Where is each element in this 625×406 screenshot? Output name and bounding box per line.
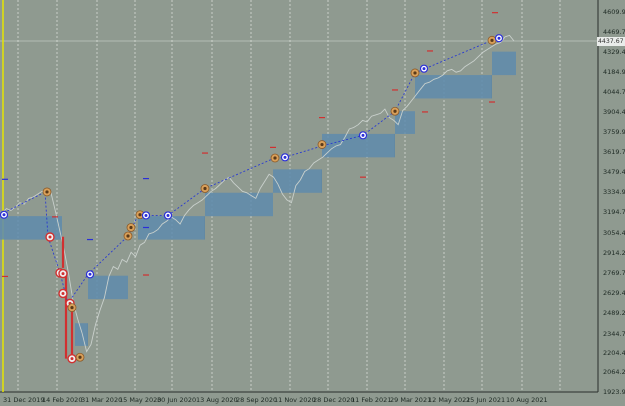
x-tick-label: 12 May 2021 — [428, 396, 471, 404]
x-tick-label: 25 Jun 2021 — [466, 396, 506, 404]
buy-marker-dot — [88, 272, 92, 276]
y-tick-label: 4469.70 — [603, 28, 625, 36]
sell-marker-dot — [61, 272, 65, 276]
y-tick-label: 4329.45 — [603, 48, 625, 56]
x-tick-label: 30 Jun 2020 — [157, 396, 197, 404]
buy-marker-dot — [144, 213, 148, 217]
zone-block — [205, 192, 273, 217]
signal-marker-dot — [273, 156, 277, 160]
y-tick-label: 4184.95 — [603, 68, 625, 76]
y-tick-label: 3619.70 — [603, 148, 625, 156]
signal-marker-dot — [413, 71, 417, 75]
sell-marker-dot — [70, 357, 74, 361]
zone-block — [415, 75, 492, 99]
price-series-line — [1, 34, 515, 353]
signal-marker-dot — [320, 142, 324, 147]
zone-block — [88, 275, 128, 300]
signal-marker-dot — [78, 355, 82, 359]
x-tick-label: 13 Aug 2020 — [196, 396, 238, 404]
buy-marker-dot — [2, 213, 6, 217]
signal-marker-dot — [126, 234, 130, 238]
y-tick-label: 2489.20 — [603, 309, 625, 317]
x-tick-label: 31 Mar 2020 — [81, 396, 123, 404]
buy-marker-dot — [361, 133, 365, 137]
x-tick-label: 10 Aug 2021 — [506, 396, 548, 404]
buy-marker-dot — [497, 36, 501, 40]
y-tick-label: 2769.70 — [603, 269, 625, 277]
sell-marker-dot — [48, 235, 52, 239]
x-tick-label: 11 Nov 2020 — [274, 396, 316, 404]
zone-block — [492, 51, 516, 76]
x-tick-label: 31 Dec 2019 — [3, 396, 45, 404]
signal-marker-dot — [203, 186, 207, 191]
y-tick-label: 4044.70 — [603, 88, 625, 96]
signal-marker-dot — [138, 213, 142, 217]
y-tick-label: 3479.45 — [603, 168, 625, 176]
buy-marker-dot — [422, 67, 426, 71]
current-price-label: 4437.67 — [597, 37, 625, 46]
sell-marker-dot — [61, 291, 65, 295]
x-tick-label: 29 Mar 2021 — [390, 396, 432, 404]
signal-marker-dot — [70, 306, 74, 310]
signal-marker-dot — [490, 38, 494, 42]
x-tick-label: 11 Feb 2021 — [351, 396, 392, 404]
signal-marker-dot — [45, 190, 49, 194]
y-tick-label: 2204.45 — [603, 349, 625, 357]
signal-marker-dot — [129, 225, 133, 230]
y-tick-label: 2914.20 — [603, 249, 625, 257]
y-tick-label: 2629.45 — [603, 289, 625, 297]
y-tick-label: 3194.70 — [603, 208, 625, 216]
signal-marker-dot — [393, 109, 397, 113]
x-tick-label: 28 Dec 2020 — [313, 396, 355, 404]
buy-marker-dot — [166, 213, 170, 217]
y-tick-label: 1923.95 — [603, 388, 625, 396]
x-tick-label: 15 May 2020 — [119, 396, 162, 404]
y-tick-label: 3334.95 — [603, 188, 625, 196]
y-tick-label: 3904.45 — [603, 108, 625, 116]
y-tick-label: 2064.20 — [603, 368, 625, 376]
y-tick-label: 3054.45 — [603, 229, 625, 237]
x-tick-label: 28 Sep 2020 — [236, 396, 278, 404]
y-tick-label: 4609.95 — [603, 8, 625, 16]
buy-marker-dot — [283, 155, 287, 159]
x-tick-label: 14 Feb 2020 — [42, 396, 83, 404]
y-tick-label: 3759.95 — [603, 128, 625, 136]
y-tick-label: 2344.70 — [603, 330, 625, 338]
